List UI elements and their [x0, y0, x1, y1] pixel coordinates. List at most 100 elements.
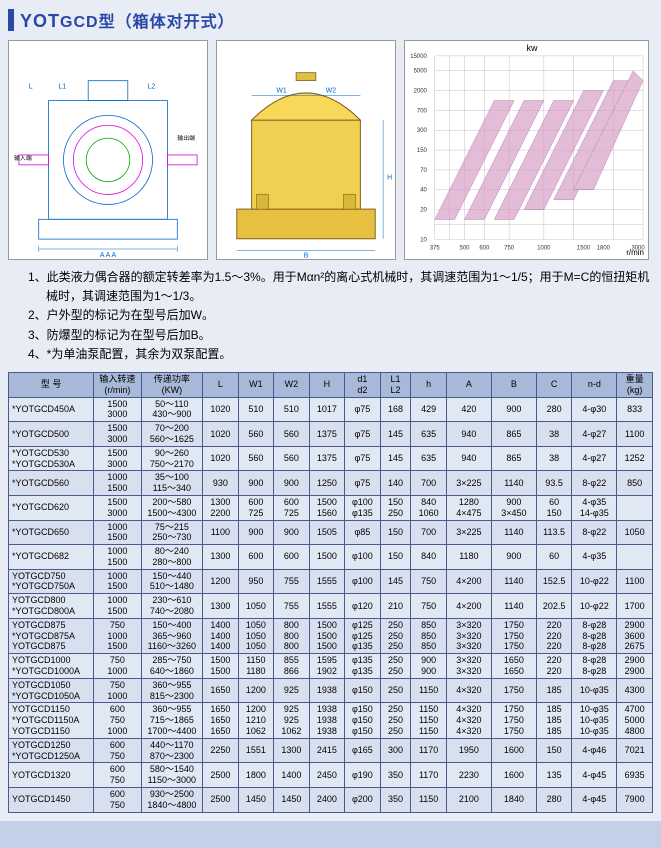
table-cell: 140: [380, 471, 411, 496]
col-header: W2: [274, 372, 310, 397]
table-cell: 360～955715～18651700～4400: [141, 703, 203, 738]
table-cell: 60: [536, 545, 572, 570]
table-cell: 120012101062: [238, 703, 274, 738]
table-cell: 510: [238, 397, 274, 422]
svg-text:5000: 5000: [414, 69, 428, 75]
svg-text:L1: L1: [58, 84, 66, 91]
table-cell: 9259251062: [274, 703, 310, 738]
table-cell: 150～440510～1480: [141, 569, 203, 594]
table-cell: 4×320: [446, 678, 491, 703]
svg-text:输出端: 输出端: [177, 134, 195, 142]
table-cell: 38: [536, 422, 572, 447]
svg-text:1000: 1000: [537, 245, 551, 251]
table-cell: 10001500: [94, 594, 141, 619]
table-cell: 2100: [446, 788, 491, 813]
table-cell: φ100φ135: [345, 495, 381, 520]
svg-text:15000: 15000: [410, 54, 427, 60]
svg-text:A A A: A A A: [100, 252, 117, 259]
table-cell: 8401060: [411, 495, 447, 520]
table-cell: 175017501750: [491, 618, 536, 653]
table-cell: 250250250: [380, 703, 411, 738]
table-cell: φ75: [345, 471, 381, 496]
table-cell: 900900: [411, 654, 447, 679]
table-cell: 1140: [491, 569, 536, 594]
col-header: 重量(kg): [617, 372, 653, 397]
table-cell: 185: [536, 678, 572, 703]
table-cell: 250: [380, 678, 411, 703]
table-cell: 10-φ22: [572, 569, 617, 594]
svg-text:H: H: [387, 174, 392, 181]
col-header: h: [411, 372, 447, 397]
diagram-row: A A A 输入端 输出端 L L1 L2 W1 W2 B: [8, 40, 653, 260]
table-cell: 560: [274, 446, 310, 471]
svg-text:L2: L2: [148, 84, 156, 91]
table-cell: 4300: [617, 678, 653, 703]
table-cell: 6935: [617, 763, 653, 788]
table-cell: 1938: [309, 678, 345, 703]
table-cell: 29002900: [617, 654, 653, 679]
table-cell: 1200: [203, 569, 239, 594]
table-row: *YOTGCD530*YOTGCD530A1500300090～260750～2…: [9, 446, 653, 471]
table-cell: 350: [380, 763, 411, 788]
table-cell: 93.5: [536, 471, 572, 496]
table-cell: 2230: [446, 763, 491, 788]
table-row: *YOTGCD450A1500300050～110430～90010205105…: [9, 397, 653, 422]
table-cell: 855866: [274, 654, 310, 679]
table-cell: *YOTGCD450A: [9, 397, 94, 422]
table-row: YOTGCD1000*YOTGCD1000A7501000285～750640～…: [9, 654, 653, 679]
table-cell: φ150: [345, 678, 381, 703]
table-cell: 1170: [411, 763, 447, 788]
table-cell: 1700: [617, 594, 653, 619]
table-cell: YOTGCD750*YOTGCD750A: [9, 569, 94, 594]
table-cell: 15003000: [94, 397, 141, 422]
table-cell: 700: [411, 520, 447, 545]
table-cell: 1555: [309, 569, 345, 594]
svg-text:B: B: [304, 253, 309, 259]
table-cell: φ190: [345, 763, 381, 788]
col-header: H: [309, 372, 345, 397]
table-row: *YOTGCD6821000150080～240280～800130060060…: [9, 545, 653, 570]
title-marker: [8, 9, 14, 31]
note-4: 4、*为单油泵配置，其余为双泵配置。: [46, 345, 653, 364]
table-cell: φ125φ125φ135: [345, 618, 381, 653]
table-cell: 4×200: [446, 594, 491, 619]
table-cell: 15003000: [94, 495, 141, 520]
table-cell: 165016501650: [203, 703, 239, 738]
table-cell: 1020: [203, 446, 239, 471]
table-cell: φ75: [345, 397, 381, 422]
title-bar: YOTGCD型（箱体对开式）: [8, 8, 653, 32]
table-cell: 10001500: [94, 545, 141, 570]
table-cell: 1500: [309, 545, 345, 570]
table-cell: 13002200: [203, 495, 239, 520]
svg-text:700: 700: [417, 108, 428, 114]
table-cell: 1150: [411, 678, 447, 703]
table-cell: 930～25001840～4800: [141, 788, 203, 813]
table-cell: 250250250: [380, 618, 411, 653]
col-header: d1d2: [345, 372, 381, 397]
table-cell: 115011501150: [411, 703, 447, 738]
table-cell: 1150: [411, 788, 447, 813]
table-cell: 150～400365～9601160～3260: [141, 618, 203, 653]
table-cell: 930: [203, 471, 239, 496]
svg-text:输入端: 输入端: [14, 154, 32, 162]
table-cell: 2250: [203, 738, 239, 763]
table-cell: 900: [274, 471, 310, 496]
table-cell: 4-φ30: [572, 397, 617, 422]
svg-text:2000: 2000: [414, 89, 428, 95]
svg-text:20: 20: [420, 208, 427, 214]
table-cell: 6007501000: [94, 703, 141, 738]
table-cell: 15001560: [309, 495, 345, 520]
table-cell: 80～240280～800: [141, 545, 203, 570]
table-cell: 2500: [203, 763, 239, 788]
note-3: 3、防爆型的标记为在型号后加B。: [46, 326, 653, 345]
table-cell: 900: [491, 545, 536, 570]
table-cell: 145: [380, 569, 411, 594]
table-cell: 12804×475: [446, 495, 491, 520]
table-cell: 8-φ22: [572, 520, 617, 545]
table-cell: 1375: [309, 446, 345, 471]
table-cell: 220220: [536, 654, 572, 679]
table-row: *YOTGCD5001500300070～200560～162510205605…: [9, 422, 653, 447]
table-cell: 635: [411, 422, 447, 447]
table-cell: 1375: [309, 422, 345, 447]
table-cell: 755: [274, 569, 310, 594]
